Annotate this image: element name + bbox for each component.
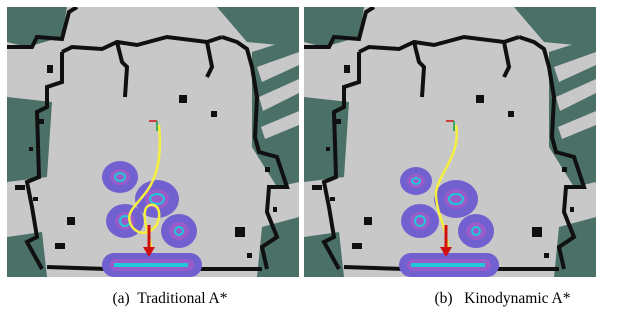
planned-path — [434, 124, 459, 248]
costmap-traditional — [7, 7, 299, 277]
wall-speckles — [29, 119, 277, 258]
unknown-region-top-right — [514, 7, 596, 47]
unknown-region-bottom-left — [7, 232, 47, 277]
caption-kinodynamic-astar: (b) Kinodynamic A* — [434, 290, 571, 307]
unknown-region-bottom-right — [554, 217, 596, 277]
free-wedge-1 — [554, 52, 596, 82]
panel-traditional-astar — [7, 7, 299, 277]
free-space — [7, 7, 299, 277]
goal-arrow — [440, 225, 452, 257]
costmap-kinodynamic — [304, 7, 596, 277]
planned-path — [128, 124, 162, 248]
walls — [7, 7, 290, 271]
free-wedge-3 — [261, 111, 299, 139]
free-wedge-1 — [257, 52, 299, 82]
caption-traditional-astar: (a) Traditional A* — [112, 290, 228, 307]
start-marker — [446, 120, 455, 131]
unknown-region-top-right — [217, 7, 299, 47]
panel-kinodynamic-astar — [304, 7, 596, 277]
start-marker — [149, 120, 158, 131]
inflated-obstacles — [399, 167, 499, 277]
unknown-region-bottom-right — [257, 217, 299, 277]
unknown-region-bottom-left — [304, 232, 344, 277]
wall-speckles — [326, 119, 574, 258]
unknown-region-left — [7, 97, 52, 182]
unknown-region-left — [304, 97, 349, 182]
free-wedge-2 — [259, 79, 299, 111]
walls — [304, 7, 587, 271]
free-space — [304, 7, 596, 277]
goal-arrow — [143, 225, 155, 257]
free-wedge-2 — [556, 79, 596, 111]
free-wedge-3 — [558, 111, 596, 139]
